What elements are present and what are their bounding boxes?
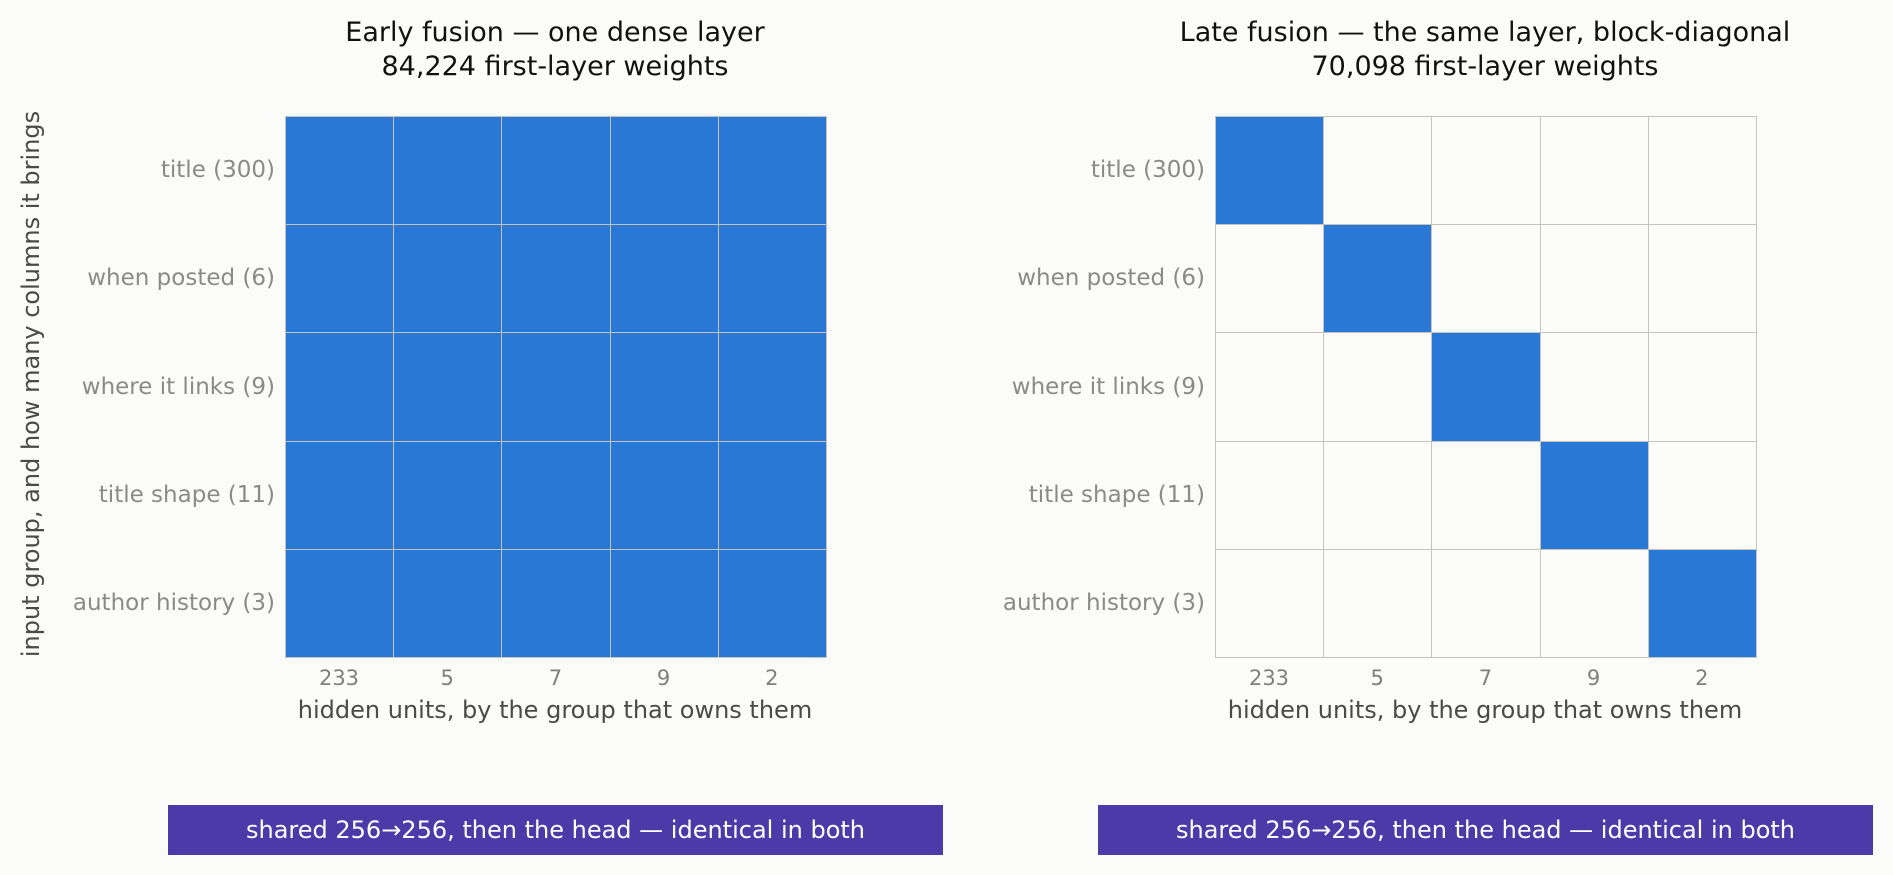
heatmap-cell: [1539, 332, 1649, 442]
column-tick-label: 233: [1248, 666, 1290, 690]
heatmap-cell: [717, 116, 827, 226]
heatmap-cell: [1323, 440, 1433, 550]
heatmap-cell: [609, 116, 719, 226]
heatmap-cell: [393, 116, 503, 226]
heatmap-cell: [393, 440, 503, 550]
heatmap-cell: [1647, 548, 1757, 658]
shared-layers-banner: shared 256→256, then the head — identica…: [1098, 805, 1873, 855]
heatmap-cell: [501, 440, 611, 550]
heatmap-cell: [717, 548, 827, 658]
column-tick-label: 2: [1695, 666, 1709, 690]
heatmap-cell: [1431, 116, 1541, 226]
heatmap-cell: [1647, 332, 1757, 442]
heatmap-cell: [1323, 116, 1433, 226]
heatmap-cell: [285, 548, 395, 658]
row-label: when posted (6): [1017, 265, 1205, 292]
heatmap-cell: [1647, 224, 1757, 334]
row-label: where it links (9): [81, 373, 275, 400]
heatmap-cell: [1647, 116, 1757, 226]
heatmap-cell: [285, 116, 395, 226]
shared-layers-banner: shared 256→256, then the head — identica…: [168, 805, 943, 855]
heatmap-cell: [1539, 548, 1649, 658]
heatmap-cell: [393, 548, 503, 658]
column-tick-label: 9: [656, 666, 671, 690]
heatmap-cell: [393, 224, 503, 334]
heatmap-cell: [501, 548, 611, 658]
heatmap-cell: [1431, 224, 1541, 334]
row-label: title (300): [1090, 157, 1205, 184]
heatmap-cell: [285, 332, 395, 442]
heatmap-cell: [717, 224, 827, 334]
heatmap-cell: [1539, 224, 1649, 334]
heatmap-cell: [609, 224, 719, 334]
heatmap-cell: [609, 548, 719, 658]
heatmap-cell: [285, 224, 395, 334]
heatmap-cell: [1323, 332, 1433, 442]
heatmap-cell: [1431, 548, 1541, 658]
heatmap-cell: [717, 440, 827, 550]
heatmap-cell: [1215, 548, 1325, 658]
heatmap-cell: [609, 332, 719, 442]
heatmap-cell: [1215, 116, 1325, 226]
heatmap-cell: [501, 332, 611, 442]
row-label: when posted (6): [87, 265, 275, 292]
column-tick-label: 7: [1478, 666, 1493, 690]
heatmap-cell: [1215, 224, 1325, 334]
chart-subtitle: 84,224 first-layer weights: [381, 51, 729, 82]
x-axis-label: hidden units, by the group that owns the…: [1227, 696, 1743, 724]
heatmap-cell: [1215, 440, 1325, 550]
heatmap-cell: [1539, 440, 1649, 550]
heatmap-cell: [1431, 332, 1541, 442]
column-tick-label: 9: [1586, 666, 1601, 690]
row-label: title shape (11): [98, 481, 275, 508]
x-axis-label: hidden units, by the group that owns the…: [297, 696, 813, 724]
row-label: author history (3): [72, 589, 275, 616]
heatmap-cell: [1215, 332, 1325, 442]
heatmap-cell: [1323, 224, 1433, 334]
heatmap-cell: [1647, 440, 1757, 550]
column-tick-label: 7: [548, 666, 563, 690]
heatmap-cell: [1431, 440, 1541, 550]
heatmap-cell: [393, 332, 503, 442]
row-label: title shape (11): [1028, 481, 1205, 508]
chart-subtitle: 70,098 first-layer weights: [1311, 51, 1659, 82]
row-label: author history (3): [1002, 589, 1205, 616]
heatmap-cell: [501, 116, 611, 226]
row-label: title (300): [160, 157, 275, 184]
column-tick-label: 2: [765, 666, 779, 690]
heatmap-cell: [717, 332, 827, 442]
heatmap-cell: [609, 440, 719, 550]
heatmap-cell: [1539, 116, 1649, 226]
column-tick-label: 5: [1370, 666, 1384, 690]
chart-title: Late fusion — the same layer, block-diag…: [1179, 17, 1791, 48]
row-label: where it links (9): [1011, 373, 1205, 400]
column-tick-label: 233: [318, 666, 360, 690]
heatmap-cell: [285, 440, 395, 550]
column-tick-label: 5: [440, 666, 454, 690]
chart-title: Early fusion — one dense layer: [345, 17, 765, 48]
heatmap-cell: [501, 224, 611, 334]
heatmap-cell: [1323, 548, 1433, 658]
